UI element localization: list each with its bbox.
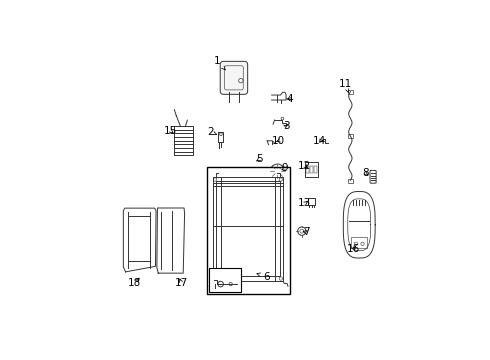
Text: 17: 17 — [174, 278, 188, 288]
Text: 14: 14 — [313, 136, 326, 146]
Text: 15: 15 — [164, 126, 177, 135]
Text: 1: 1 — [214, 56, 225, 70]
Text: 7: 7 — [303, 227, 310, 237]
Bar — [347, 179, 353, 183]
FancyBboxPatch shape — [220, 61, 247, 94]
Text: 8: 8 — [362, 168, 368, 179]
Bar — [207, 167, 290, 294]
Text: 3: 3 — [283, 121, 290, 131]
Text: 4: 4 — [286, 94, 293, 104]
Text: 5: 5 — [256, 154, 263, 164]
FancyBboxPatch shape — [370, 170, 376, 183]
Text: 18: 18 — [128, 278, 141, 288]
Bar — [351, 237, 367, 248]
Text: 11: 11 — [339, 79, 352, 93]
Text: 16: 16 — [347, 244, 360, 254]
Bar — [310, 166, 313, 173]
Text: 10: 10 — [272, 136, 285, 146]
Bar — [306, 166, 309, 173]
Text: 9: 9 — [282, 163, 288, 174]
Bar — [209, 268, 241, 292]
Bar — [314, 166, 317, 173]
Bar — [347, 90, 353, 94]
Text: 13: 13 — [298, 198, 312, 208]
Bar — [347, 134, 353, 138]
Text: 12: 12 — [298, 161, 312, 171]
Text: 6: 6 — [257, 271, 270, 282]
Text: 2: 2 — [207, 127, 217, 137]
